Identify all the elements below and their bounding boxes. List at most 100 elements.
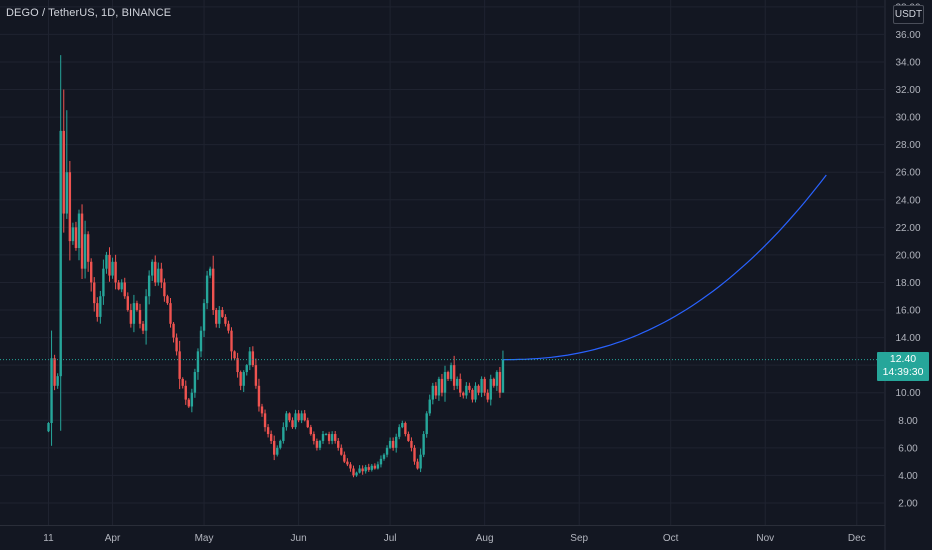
candle-body: [395, 436, 398, 448]
candle-body: [47, 423, 50, 432]
candle-body: [379, 458, 383, 465]
candle-body: [144, 296, 148, 331]
candle-body: [190, 392, 194, 407]
candle-body: [413, 447, 416, 462]
candle-body: [120, 282, 123, 290]
candle-body: [105, 254, 108, 269]
candle-body: [169, 303, 172, 324]
y-tick-label: 20.00: [895, 250, 920, 261]
candle-body: [422, 434, 425, 455]
candle-body: [178, 351, 181, 379]
currency-button[interactable]: USDT: [893, 5, 924, 24]
candle-body: [157, 268, 160, 283]
candle-body: [315, 440, 319, 448]
x-axis[interactable]: 11 Apr May Jun Jul Aug Sep Oct Nov Dec: [43, 533, 865, 544]
candle-body: [416, 461, 419, 469]
candle-body: [282, 427, 285, 441]
candle-body: [355, 472, 358, 476]
candle-body: [230, 330, 233, 352]
x-tick-label: Apr: [105, 533, 121, 544]
candle-body: [233, 351, 236, 359]
candle-body: [53, 358, 56, 386]
candle-body: [398, 427, 401, 437]
grid: [0, 0, 886, 550]
candle-body: [166, 296, 169, 304]
candle-body: [449, 365, 453, 379]
x-tick-label: Nov: [756, 533, 774, 544]
candle-body: [236, 358, 239, 373]
candle-body: [486, 392, 489, 400]
candle-body: [349, 464, 352, 469]
candle-body: [456, 378, 459, 386]
candle-body: [160, 268, 163, 283]
candle-body: [273, 440, 276, 455]
x-tick-label: Jul: [384, 533, 397, 544]
candle-body: [330, 434, 334, 441]
y-tick-label: 14.00: [895, 333, 920, 344]
candle-body: [93, 282, 96, 304]
candle-body: [501, 359, 505, 393]
candle-body: [218, 310, 221, 324]
candle-body: [340, 447, 343, 455]
candle-body: [83, 234, 87, 269]
candle-body: [163, 282, 166, 297]
y-tick-label: 26.00: [895, 168, 920, 179]
candle-body: [196, 351, 200, 373]
candle-body: [227, 323, 230, 331]
candle-body: [62, 130, 65, 214]
projection-curve: [502, 174, 827, 361]
candle-body: [254, 365, 258, 386]
candle-body: [352, 468, 355, 476]
candle-body: [391, 440, 395, 448]
candle-body: [300, 413, 303, 421]
candle-body: [199, 330, 203, 352]
x-tick-label: Sep: [570, 533, 588, 544]
candle-body: [215, 310, 218, 324]
y-tick-label: 10.00: [895, 388, 920, 399]
projection: [502, 174, 827, 361]
y-tick-label: 32.00: [895, 85, 920, 96]
y-tick-label: 30.00: [895, 113, 920, 124]
candle-body: [489, 378, 492, 400]
candle-body: [86, 234, 90, 262]
candle-body: [126, 296, 129, 311]
candle-body: [279, 440, 282, 448]
candle-body: [321, 434, 325, 441]
candle-body: [419, 454, 422, 469]
candle-body: [462, 392, 465, 396]
candle-body: [452, 365, 456, 386]
y-tick-label: 22.00: [895, 223, 920, 234]
y-tick-label: 16.00: [895, 306, 920, 317]
candle-body: [154, 261, 157, 283]
candle-body: [373, 465, 377, 469]
candle-body: [361, 468, 364, 472]
candle-body: [440, 378, 444, 393]
candle-body: [132, 303, 136, 324]
y-tick-label: 2.00: [898, 498, 918, 509]
candle-body: [102, 268, 105, 297]
candle-body: [56, 376, 59, 386]
candle-body: [468, 385, 471, 390]
candle-body: [367, 467, 370, 470]
candle-body: [483, 378, 486, 393]
candle-body: [334, 434, 337, 441]
candle-body: [498, 372, 502, 393]
candle-body: [410, 440, 413, 448]
candle-body: [251, 351, 255, 366]
candle-body: [294, 413, 297, 428]
candle-body: [492, 378, 495, 386]
candle-body: [459, 378, 462, 393]
candle-body: [96, 303, 99, 317]
candle-body: [370, 465, 373, 470]
candle-body: [129, 310, 133, 324]
candle-body: [425, 413, 428, 435]
candle-body: [99, 296, 102, 317]
candle-body: [358, 468, 361, 473]
candle-body: [151, 261, 154, 276]
candle-body: [263, 413, 267, 428]
candle-body: [242, 372, 245, 386]
y-tick-label: 36.00: [895, 30, 920, 41]
candle-body: [117, 282, 120, 290]
candle-body: [382, 454, 386, 459]
